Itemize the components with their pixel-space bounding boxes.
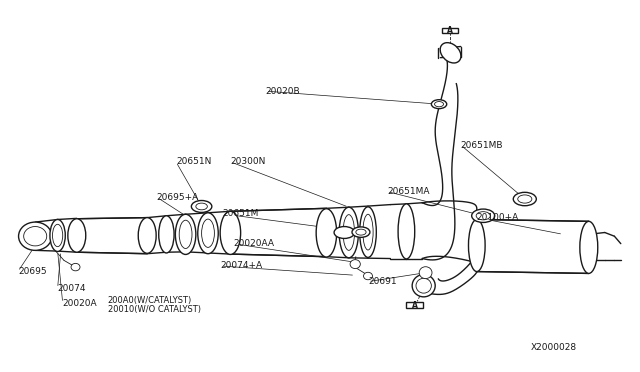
Bar bbox=[442, 28, 458, 33]
Ellipse shape bbox=[202, 219, 214, 247]
Ellipse shape bbox=[196, 203, 207, 210]
Text: 20020A: 20020A bbox=[63, 299, 97, 308]
Text: 20020AA: 20020AA bbox=[234, 239, 275, 248]
Text: 20651N: 20651N bbox=[176, 157, 211, 166]
Ellipse shape bbox=[159, 216, 174, 253]
Ellipse shape bbox=[316, 209, 337, 257]
Ellipse shape bbox=[175, 214, 196, 254]
Ellipse shape bbox=[24, 227, 47, 246]
Text: 20020B: 20020B bbox=[266, 87, 300, 96]
Ellipse shape bbox=[334, 227, 355, 238]
Ellipse shape bbox=[220, 211, 241, 254]
Ellipse shape bbox=[191, 201, 212, 212]
Ellipse shape bbox=[360, 207, 376, 257]
Text: 20651M: 20651M bbox=[223, 209, 259, 218]
Ellipse shape bbox=[518, 195, 532, 203]
Polygon shape bbox=[230, 208, 326, 257]
Ellipse shape bbox=[476, 212, 490, 220]
Ellipse shape bbox=[580, 221, 598, 273]
Ellipse shape bbox=[198, 213, 218, 254]
Text: 20074: 20074 bbox=[58, 284, 86, 293]
Ellipse shape bbox=[138, 218, 156, 253]
Ellipse shape bbox=[468, 219, 485, 272]
Text: A: A bbox=[447, 26, 453, 35]
Ellipse shape bbox=[68, 219, 86, 252]
Text: 20651MB: 20651MB bbox=[461, 141, 503, 150]
Text: 20074+A: 20074+A bbox=[221, 262, 263, 270]
Ellipse shape bbox=[364, 272, 372, 280]
Ellipse shape bbox=[50, 219, 65, 251]
Ellipse shape bbox=[19, 222, 52, 250]
Ellipse shape bbox=[472, 209, 495, 222]
Ellipse shape bbox=[363, 214, 373, 250]
Text: 20010(W/O CATALYST): 20010(W/O CATALYST) bbox=[108, 305, 200, 314]
Ellipse shape bbox=[339, 207, 358, 258]
Ellipse shape bbox=[412, 275, 435, 297]
Polygon shape bbox=[77, 218, 147, 254]
Ellipse shape bbox=[398, 204, 415, 259]
Ellipse shape bbox=[350, 260, 360, 269]
Ellipse shape bbox=[416, 278, 431, 293]
Text: 200A0(W/CATALYST): 200A0(W/CATALYST) bbox=[108, 296, 192, 305]
Text: 20100+A: 20100+A bbox=[477, 213, 519, 222]
Polygon shape bbox=[477, 219, 589, 273]
Ellipse shape bbox=[431, 100, 447, 109]
Ellipse shape bbox=[419, 267, 432, 279]
Text: 20695+A: 20695+A bbox=[157, 193, 199, 202]
Text: 20651MA: 20651MA bbox=[387, 187, 429, 196]
Text: A: A bbox=[412, 301, 418, 310]
Ellipse shape bbox=[440, 43, 461, 63]
Ellipse shape bbox=[343, 215, 355, 250]
Text: X2000028: X2000028 bbox=[531, 343, 577, 352]
Text: 20300N: 20300N bbox=[230, 157, 266, 166]
Ellipse shape bbox=[71, 263, 80, 271]
Ellipse shape bbox=[52, 224, 63, 247]
Text: 20691: 20691 bbox=[368, 277, 397, 286]
Ellipse shape bbox=[179, 220, 192, 248]
Bar bbox=[406, 302, 423, 308]
Ellipse shape bbox=[435, 102, 444, 107]
Ellipse shape bbox=[513, 192, 536, 206]
Ellipse shape bbox=[352, 227, 370, 237]
Text: 20695: 20695 bbox=[18, 267, 47, 276]
Ellipse shape bbox=[356, 229, 366, 235]
